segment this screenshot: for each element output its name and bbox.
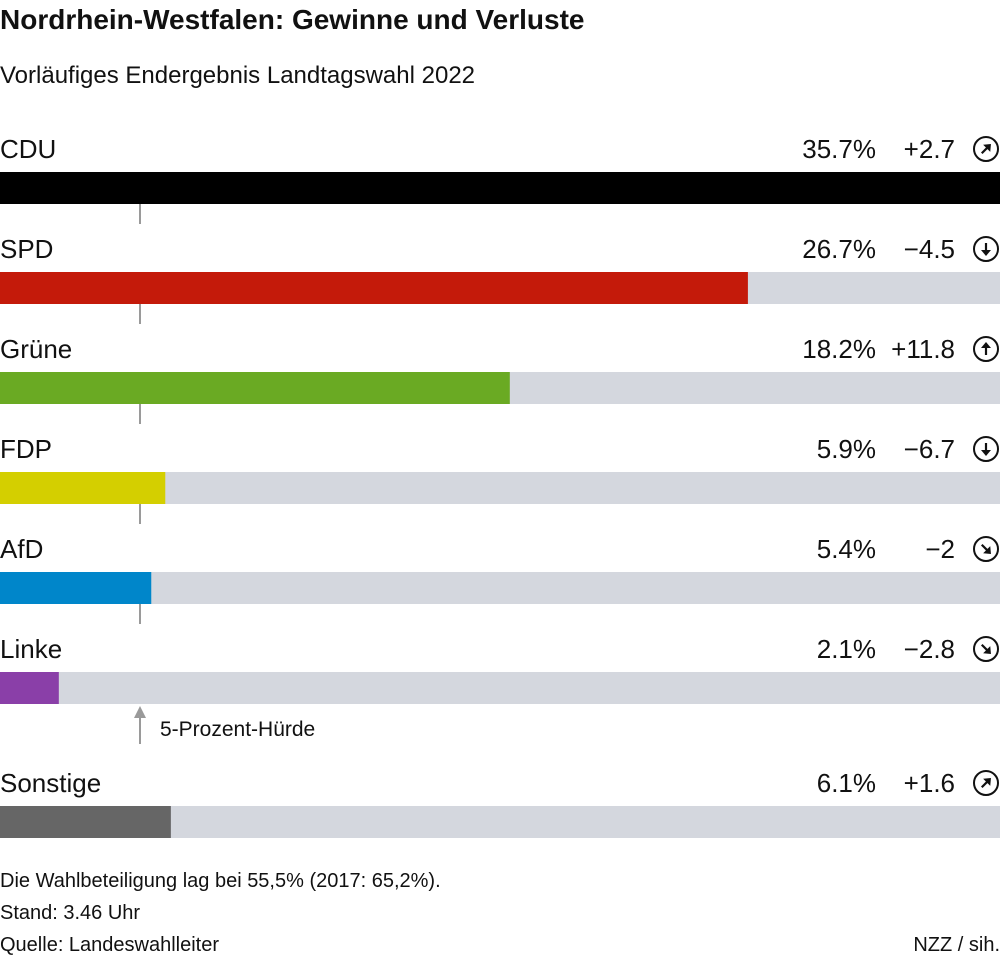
bar-track	[0, 672, 1000, 704]
change-label: +11.8	[891, 334, 955, 364]
change-label: −6.7	[904, 434, 955, 464]
change-label: +2.7	[904, 134, 955, 164]
bar-chart: CDU 35.7% +2.7 SPD 26.7% −4.5 Grüne 18.2% +11.8 F…	[0, 134, 1000, 838]
chart-subtitle: Vorläufiges Endergebnis Landtagswahl 202…	[0, 62, 476, 89]
change-label: −2	[925, 534, 955, 564]
change-label: −2.8	[904, 634, 955, 664]
category-label: FDP	[0, 434, 52, 464]
bar	[0, 272, 748, 304]
status-time: Stand: 3.46 Uhr	[0, 902, 141, 924]
category-label: Grüne	[0, 334, 72, 364]
value-label: 26.7%	[802, 234, 876, 264]
category-label: Linke	[0, 634, 62, 664]
category-label: AfD	[0, 534, 43, 564]
change-label: −4.5	[904, 234, 955, 264]
bar	[0, 472, 166, 504]
bar	[0, 806, 171, 838]
value-label: 5.4%	[817, 534, 876, 564]
category-label: CDU	[0, 134, 56, 164]
category-label: Sonstige	[0, 768, 101, 798]
change-label: +1.6	[904, 768, 955, 798]
value-label: 35.7%	[802, 134, 876, 164]
credit: NZZ / sih.	[913, 934, 1000, 956]
arrow-up-icon	[973, 336, 999, 362]
value-label: 2.1%	[817, 634, 876, 664]
bar-track	[0, 572, 1000, 604]
arrow-down-icon	[973, 236, 999, 262]
value-label: 6.1%	[817, 768, 876, 798]
arrow-down-right-icon	[973, 536, 999, 562]
arrow-down-right-icon	[973, 636, 999, 662]
turnout-note: Die Wahlbeteiligung lag bei 55,5% (2017:…	[0, 870, 441, 892]
threshold-arrow-head	[134, 706, 146, 718]
bar	[0, 372, 510, 404]
bar	[0, 572, 152, 604]
bar-track	[0, 472, 1000, 504]
chart-title: Nordrhein-Westfalen: Gewinne und Verlust…	[0, 4, 585, 35]
bar	[0, 172, 1000, 204]
value-label: 18.2%	[802, 334, 876, 364]
source-note: Quelle: Landeswahlleiter	[0, 934, 220, 956]
bar	[0, 672, 59, 704]
arrow-down-icon	[973, 436, 999, 462]
category-label: SPD	[0, 234, 53, 264]
threshold-label: 5-Prozent-Hürde	[160, 718, 315, 741]
arrow-up-right-icon	[973, 136, 999, 162]
value-label: 5.9%	[817, 434, 876, 464]
arrow-up-right-icon	[973, 770, 999, 796]
